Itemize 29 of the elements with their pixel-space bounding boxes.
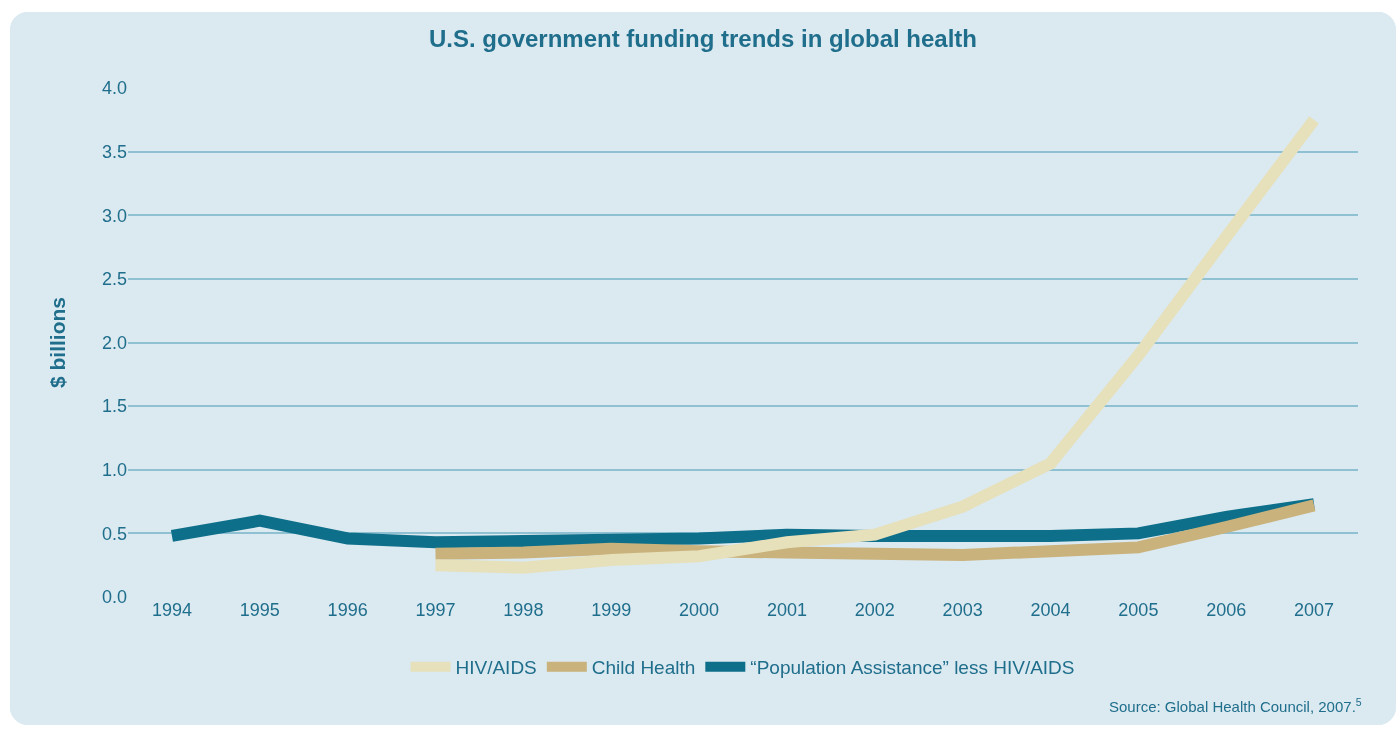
x-tick-label: 2004 — [1030, 600, 1071, 620]
legend-label: “Population Assistance” less HIV/AIDS — [750, 657, 1075, 679]
y-tick-label: 2.5 — [101, 269, 127, 290]
y-tick-label: 1.0 — [101, 460, 127, 481]
y-tick-label: 4.0 — [101, 78, 127, 99]
y-tick-label: 0.0 — [101, 587, 127, 608]
y-tick-label: 3.5 — [101, 141, 127, 162]
legend-label: Child Health — [591, 657, 696, 679]
x-tick-label: 1999 — [591, 600, 632, 620]
x-tick-label: 1997 — [415, 600, 456, 620]
legend-label: HIV/AIDS — [455, 657, 537, 679]
x-tick-label: 2007 — [1294, 600, 1335, 620]
x-tick-label: 2000 — [679, 600, 720, 620]
x-tick-label: 2001 — [766, 600, 807, 620]
y-tick-label: 0.5 — [101, 523, 127, 544]
source-note: Source: Global Health Council, 2007.$^{5}$ — [1109, 696, 1362, 716]
y-tick-label: 3.0 — [101, 205, 127, 226]
x-tick-label: 1995 — [239, 600, 280, 620]
x-tick-label: 2002 — [854, 600, 895, 620]
x-tick-label: 2005 — [1118, 600, 1159, 620]
y-tick-label: 1.5 — [101, 396, 127, 417]
chart-title: U.S. government funding trends in global health — [428, 24, 978, 52]
x-tick-label: 1998 — [503, 600, 544, 620]
x-tick-label: 2006 — [1206, 600, 1247, 620]
y-axis-title: $ billions — [46, 296, 70, 389]
x-tick-label: 1994 — [151, 600, 192, 620]
y-tick-label: 2.0 — [101, 332, 127, 353]
x-tick-label: 1996 — [327, 600, 368, 620]
x-tick-label: 2003 — [942, 600, 983, 620]
